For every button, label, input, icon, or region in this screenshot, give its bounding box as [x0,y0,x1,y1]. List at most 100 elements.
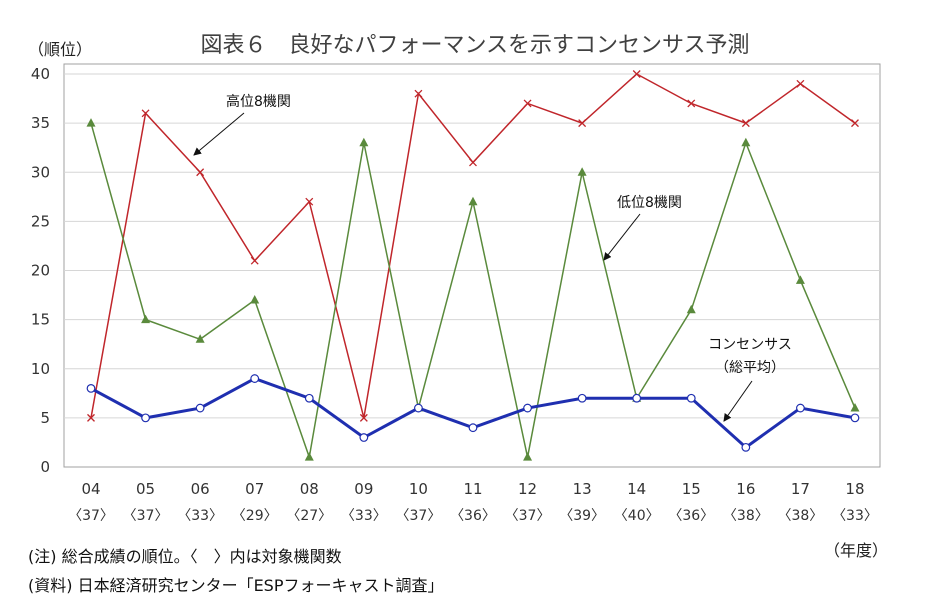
data-point-x [632,70,641,78]
data-point-circle [86,384,96,393]
x-tick-label: 06 [191,480,210,498]
annotation-high8: 高位8機関 [226,93,291,110]
data-point-circle [141,413,150,423]
annotation-low8: 低位8機関 [617,195,682,211]
x-tick-label: 16 [736,480,755,498]
data-point-circle [577,393,587,403]
annotation-arrow [603,213,641,261]
plot-frame [63,63,881,468]
x-tick-sublabel: 〈39〉 [559,508,605,524]
data-point-x [414,89,423,98]
x-tick-sublabel: 〈37〉 [123,508,169,524]
data-point-circle [632,393,642,403]
annotation-consensus: コンセンサス [708,337,792,353]
x-tick-label: 09 [354,480,373,498]
data-point-circle [359,433,369,442]
data-point-triangle [577,167,587,176]
series-layer [86,70,860,461]
data-point-x [741,119,750,128]
annotation-arrow [723,380,753,422]
data-point-circle [250,374,260,383]
x-tick-sublabel: 〈37〉 [505,508,551,524]
y-tick-label: 10 [31,360,50,378]
x-tick-sublabel: 〈33〉 [341,508,387,524]
annotation-arrow [193,112,245,156]
data-point-x [469,158,477,167]
x-tick-sublabel: 〈29〉 [232,508,278,524]
y-axis-label: （順位） [28,40,92,59]
x-tick-sublabel: 〈37〉 [68,508,114,524]
x-tick-sublabel: 〈33〉 [177,508,223,524]
x-tick-sublabel: 〈33〉 [832,508,878,524]
data-point-x [687,99,696,108]
x-tick-sublabel: 〈27〉 [286,508,332,524]
x-tick-label: 15 [682,480,701,498]
x-tick-sublabel: 〈36〉 [450,508,496,524]
x-tick-label: 13 [573,480,592,498]
data-point-triangle [795,275,805,284]
y-tick-label: 25 [31,212,50,230]
x-tick-label: 14 [627,480,646,498]
y-axis-ticks: 0 5 10 15 20 25 30 35 40 [31,65,50,476]
series-1 [87,70,859,422]
series-line [90,376,856,450]
data-point-circle [850,413,860,423]
x-tick-label: 08 [300,480,319,498]
data-point-circle [414,403,423,413]
y-tick-label: 35 [31,114,50,132]
data-point-circle [468,423,478,433]
data-point-x [305,197,314,206]
data-point-x [851,119,859,128]
data-point-triangle [523,452,533,461]
x-tick-sublabel: 〈37〉 [396,508,442,524]
data-point-triangle [468,196,478,206]
data-point-triangle [686,304,696,314]
series-line [90,122,856,461]
data-point-triangle [741,137,751,147]
data-point-triangle [359,137,369,147]
data-point-triangle [195,334,205,343]
y-tick-label: 15 [31,311,50,329]
data-point-x [250,256,259,265]
x-tick-label: 04 [81,480,100,498]
data-point-triangle [850,403,860,412]
x-tick-label: 18 [845,480,864,498]
y-tick-label: 0 [40,458,50,476]
data-point-x [141,109,150,118]
x-tick-sublabel: 〈38〉 [723,508,769,524]
data-point-circle [686,393,696,403]
footnote-note: (注) 総合成績の順位。〈 〉内は対象機関数 [28,547,342,566]
data-point-circle [195,403,205,413]
data-point-triangle [304,452,314,461]
data-point-triangle [86,118,96,127]
x-tick-sublabel: 〈36〉 [668,508,714,524]
footnote-source: (資料) 日本経済研究センター「ESPフォーキャスト調査」 [28,576,444,595]
x-tick-sublabel: 〈40〉 [614,508,660,524]
data-point-circle [796,403,805,413]
data-point-circle [304,393,314,403]
x-axis-label: （年度） [824,541,888,560]
data-point-x [578,119,587,128]
data-point-x [359,413,368,422]
series-3 [86,374,860,452]
x-axis-ticks: 04 〈37〉 05 〈37〉 06 〈33〉 07 〈29〉 08 〈27〉 09 〈33〉 10 〈3… [68,480,878,524]
data-point-circle [523,403,532,413]
x-tick-label: 10 [409,480,428,498]
y-tick-label: 20 [31,262,50,280]
x-tick-label: 11 [463,480,482,498]
data-point-x [87,413,95,422]
data-point-x [523,99,532,108]
chart-title: 図表６ 良好なパフォーマンスを示すコンセンサス予測 [200,33,749,58]
data-point-triangle [141,314,151,324]
data-point-x [196,168,205,177]
x-tick-label: 07 [245,480,264,498]
y-tick-label: 40 [31,65,50,83]
x-tick-label: 12 [518,480,537,498]
x-tick-label: 17 [791,480,810,498]
annotation-consensus-sub: （総平均） [715,360,785,376]
x-tick-label: 05 [136,480,155,498]
data-point-x [796,79,805,88]
data-point-triangle [250,294,260,304]
